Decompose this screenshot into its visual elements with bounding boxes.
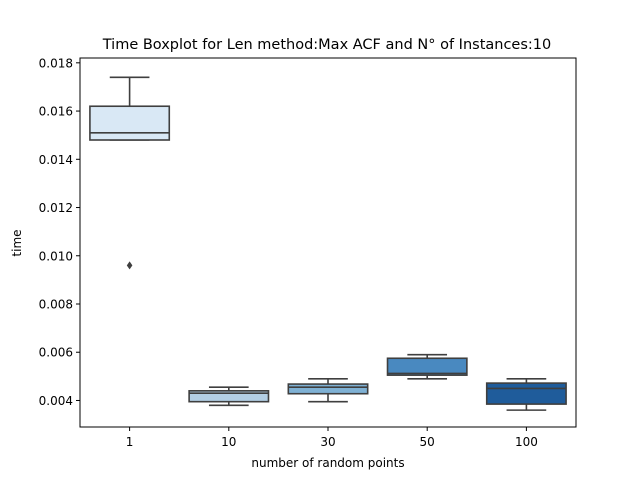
x-tick-label: 30 xyxy=(320,435,335,449)
box-group-30 xyxy=(287,377,369,403)
box-group-100 xyxy=(485,377,567,411)
box-group-1 xyxy=(89,76,171,270)
box-group-10 xyxy=(188,386,270,407)
y-tick-label: 0.012 xyxy=(39,201,73,215)
box xyxy=(287,383,369,395)
x-axis: 1 10 30 50 100 xyxy=(126,427,538,449)
y-tick-label: 0.004 xyxy=(39,394,73,408)
outlier-point xyxy=(126,261,133,270)
x-axis-label: number of random points xyxy=(251,456,404,470)
x-tick-label: 10 xyxy=(221,435,236,449)
y-tick-label: 0.018 xyxy=(39,56,73,70)
box-group-50 xyxy=(386,353,468,380)
y-tick-label: 0.014 xyxy=(39,153,73,167)
x-tick-label: 1 xyxy=(126,435,134,449)
x-tick-label: 50 xyxy=(420,435,435,449)
box xyxy=(89,105,171,141)
y-axis: 0.004 0.006 0.008 0.010 0.012 0.014 0.016 0.018 xyxy=(39,56,80,408)
y-axis-label: time xyxy=(10,229,24,256)
chart-title: Time Boxplot for Len method:Max ACF and … xyxy=(102,37,552,53)
box xyxy=(485,382,567,405)
y-tick-label: 0.006 xyxy=(39,346,73,360)
plot-area xyxy=(89,76,567,411)
box xyxy=(386,357,468,376)
y-tick-label: 0.008 xyxy=(39,298,73,312)
y-tick-label: 0.010 xyxy=(39,249,73,263)
x-tick-label: 100 xyxy=(515,435,538,449)
box xyxy=(188,390,270,403)
y-tick-label: 0.016 xyxy=(39,105,73,119)
